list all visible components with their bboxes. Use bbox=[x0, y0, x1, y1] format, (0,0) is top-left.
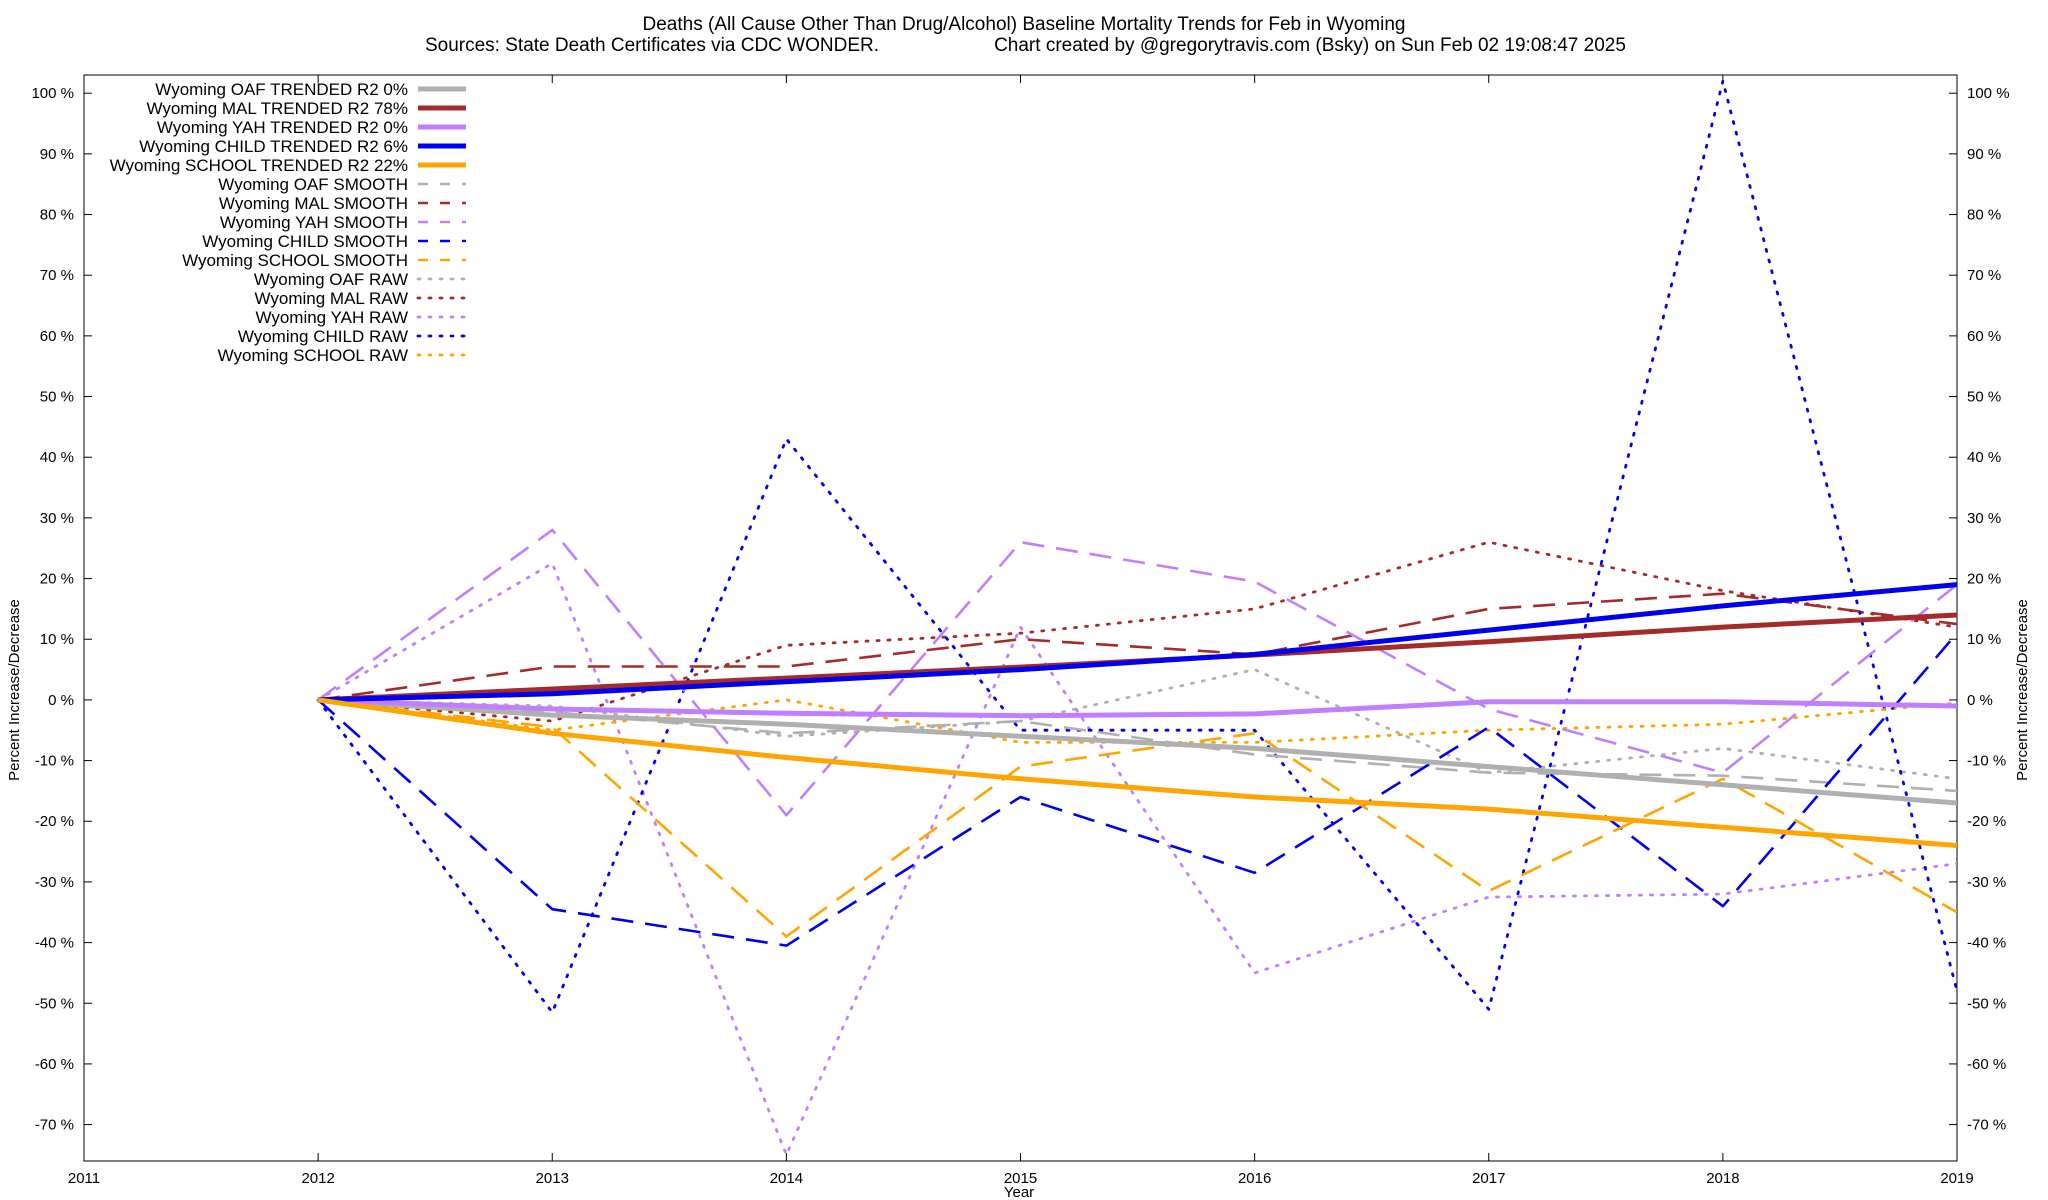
x-tick-label: 2017 bbox=[1472, 1170, 1505, 1187]
y-tick-label-left: 60 % bbox=[40, 328, 74, 345]
y-tick-label-left: 70 % bbox=[40, 267, 74, 284]
legend-entry-label: Wyoming SCHOOL TRENDED R2 22% bbox=[110, 156, 408, 175]
y-tick-label-left: 30 % bbox=[40, 510, 74, 527]
x-axis-label: Year bbox=[1004, 1184, 1034, 1200]
x-tick-label: 2013 bbox=[536, 1170, 569, 1187]
y-tick-label-right: -70 % bbox=[1967, 1117, 2006, 1134]
x-tick-label: 2015 bbox=[1004, 1170, 1037, 1187]
y-tick-label-left: 100 % bbox=[31, 85, 74, 102]
legend: Wyoming OAF TRENDED R2 0%Wyoming MAL TRE… bbox=[110, 80, 468, 365]
y-tick-label-left: 20 % bbox=[40, 571, 74, 588]
y-tick-label-right: 90 % bbox=[1967, 146, 2001, 163]
legend-entry-label: Wyoming MAL RAW bbox=[255, 289, 409, 308]
series-line-wyoming-yah-raw bbox=[316, 562, 1957, 1157]
y-tick-label-right: -60 % bbox=[1967, 1056, 2006, 1073]
legend-entry-label: Wyoming YAH TRENDED R2 0% bbox=[157, 118, 408, 137]
y-tick-label-left: 0 % bbox=[48, 692, 74, 709]
chart-title: Deaths (All Cause Other Than Drug/Alcoho… bbox=[643, 14, 1406, 35]
y-tick-label-left: -10 % bbox=[35, 753, 74, 770]
legend-entry-label: Wyoming MAL TRENDED R2 78% bbox=[146, 99, 408, 118]
y-tick-label-right: 50 % bbox=[1967, 389, 2001, 406]
x-tick-label: 2011 bbox=[68, 1170, 100, 1187]
x-tick-label: 2018 bbox=[1706, 1170, 1739, 1187]
y-tick-label-right: 0 % bbox=[1967, 692, 1993, 709]
series-line-wyoming-school-trended-r2-22 bbox=[317, 697, 1957, 848]
y-tick-label-left: 80 % bbox=[40, 207, 74, 224]
series-line-wyoming-yah-trended-r2-0 bbox=[318, 697, 1957, 719]
y-tick-label-right: 60 % bbox=[1967, 328, 2001, 345]
y-tick-label-right: -40 % bbox=[1967, 935, 2006, 952]
x-tick-label: 2014 bbox=[770, 1170, 803, 1187]
series-lines bbox=[316, 79, 1957, 1157]
series-line-wyoming-oaf-trended-r2-0 bbox=[317, 697, 1957, 806]
series-line-wyoming-child-trended-r2-6 bbox=[318, 582, 1957, 703]
x-tick-label: 2012 bbox=[301, 1170, 334, 1187]
y-tick-label-left: 50 % bbox=[40, 389, 74, 406]
legend-entry-label: Wyoming OAF TRENDED R2 0% bbox=[155, 80, 408, 99]
x-tick-label: 2019 bbox=[1940, 1170, 1973, 1187]
legend-entry-label: Wyoming MAL SMOOTH bbox=[219, 194, 408, 213]
y-tick-label-right: -20 % bbox=[1967, 813, 2006, 830]
series-line-wyoming-mal-trended-r2-78 bbox=[317, 612, 1957, 703]
legend-entry-label: Wyoming CHILD RAW bbox=[238, 327, 408, 346]
y-axis-label-left: Percent Increase/Decrease bbox=[6, 599, 23, 781]
y-tick-label-right: -30 % bbox=[1967, 874, 2006, 891]
chart-sources: Sources: State Death Certificates via CD… bbox=[425, 35, 879, 56]
y-tick-label-right: 10 % bbox=[1967, 631, 2001, 648]
y-tick-label-left: 40 % bbox=[40, 449, 74, 466]
chart-credit: Chart created by @gregorytravis.com (Bsk… bbox=[994, 35, 1626, 56]
y-tick-label-left: -20 % bbox=[35, 813, 74, 830]
series-line-wyoming-child-smooth bbox=[317, 632, 1957, 947]
legend-entry-label: Wyoming YAH SMOOTH bbox=[220, 213, 408, 232]
y-tick-label-right: 20 % bbox=[1967, 571, 2001, 588]
series-line-wyoming-mal-smooth bbox=[317, 592, 1957, 702]
y-tick-label-left: 10 % bbox=[40, 631, 74, 648]
y-tick-label-right: 40 % bbox=[1967, 449, 2001, 466]
legend-entry-label: Wyoming YAH RAW bbox=[255, 308, 408, 327]
legend-entry-label: Wyoming CHILD SMOOTH bbox=[202, 232, 408, 251]
legend-entry-label: Wyoming SCHOOL SMOOTH bbox=[182, 251, 408, 270]
x-tick-label: 2016 bbox=[1238, 1170, 1271, 1187]
y-tick-label-right: 100 % bbox=[1967, 85, 2010, 102]
y-tick-label-left: -40 % bbox=[35, 935, 74, 952]
y-tick-label-right: -50 % bbox=[1967, 995, 2006, 1012]
y-tick-label-right: 30 % bbox=[1967, 510, 2001, 527]
y-tick-label-left: -50 % bbox=[35, 995, 74, 1012]
series-line-wyoming-child-raw bbox=[316, 79, 1957, 1014]
y-tick-label-left: -30 % bbox=[35, 874, 74, 891]
y-tick-label-left: -60 % bbox=[35, 1056, 74, 1073]
y-tick-label-right: -10 % bbox=[1967, 753, 2006, 770]
legend-entry-label: Wyoming CHILD TRENDED R2 6% bbox=[139, 137, 408, 156]
y-tick-label-left: 90 % bbox=[40, 146, 74, 163]
legend-entry-label: Wyoming OAF SMOOTH bbox=[218, 175, 408, 194]
series-line-wyoming-yah-smooth bbox=[317, 528, 1957, 817]
y-tick-label-right: 80 % bbox=[1967, 207, 2001, 224]
y-axis-label-right: Percent Increase/Decrease bbox=[2014, 599, 2031, 781]
legend-entry-label: Wyoming OAF RAW bbox=[254, 270, 408, 289]
series-line-wyoming-school-smooth bbox=[317, 698, 1957, 938]
y-tick-label-right: 70 % bbox=[1967, 267, 2001, 284]
y-tick-label-left: -70 % bbox=[35, 1117, 74, 1134]
legend-entry-label: Wyoming SCHOOL RAW bbox=[218, 346, 408, 365]
axes: 2011 2012 2013 2014 2015 2016 2017 2018 2019 100 … bbox=[31, 74, 2010, 1187]
